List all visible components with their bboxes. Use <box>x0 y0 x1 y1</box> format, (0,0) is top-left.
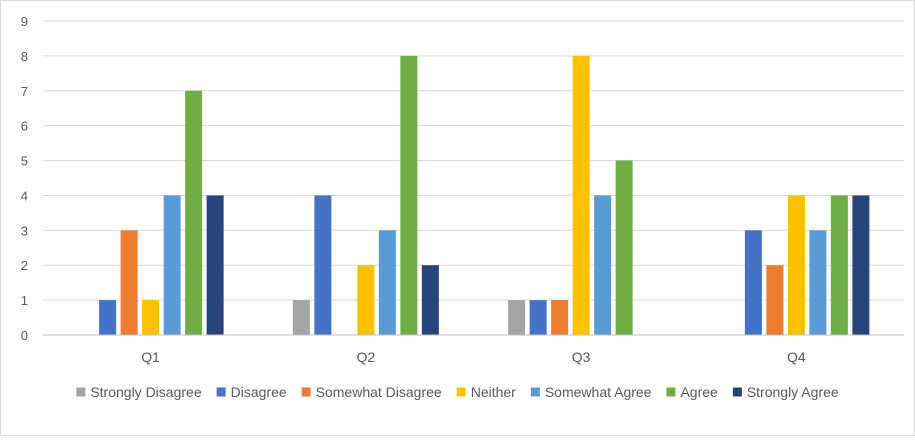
legend-item: Somewhat Agree <box>530 384 652 400</box>
bar-q3-somewhat-agree <box>594 195 612 335</box>
legend-label: Somewhat Disagree <box>316 384 442 400</box>
bar-q2-neither <box>357 265 375 335</box>
bar-q3-neither <box>572 55 590 336</box>
legend-item: Agree <box>666 384 718 400</box>
bar-q4-somewhat-agree <box>809 230 827 335</box>
bars <box>99 55 870 336</box>
y-tick-label: 3 <box>21 223 28 238</box>
legend-item: Strongly Agree <box>732 384 839 400</box>
bar-q3-disagree <box>529 300 547 335</box>
x-tick-label: Q3 <box>572 349 591 365</box>
legend-swatch <box>76 387 86 397</box>
y-tick-label: 5 <box>21 154 28 169</box>
y-tick-label: 4 <box>21 188 28 203</box>
bar-q4-disagree <box>744 230 762 335</box>
y-tick-label: 6 <box>21 119 28 134</box>
y-axis-ticks: 0 1 2 3 4 5 6 7 8 9 <box>21 14 28 343</box>
legend: Strongly Disagree Disagree Somewhat Disagr… <box>76 384 839 400</box>
bar-q1-strongly-agree <box>206 195 224 335</box>
x-axis-ticks: Q1 Q2 Q3 Q4 <box>141 349 806 365</box>
bar-q4-neither <box>787 195 805 335</box>
bar-q4-strongly-agree <box>852 195 870 335</box>
bar-q4-somewhat-disagree <box>766 265 784 335</box>
bar-q4-agree <box>830 195 848 335</box>
legend-label: Strongly Disagree <box>90 384 201 400</box>
y-tick-label: 7 <box>21 84 28 99</box>
legend-item: Somewhat Disagree <box>301 384 442 400</box>
legend-item: Neither <box>456 384 516 400</box>
bar-q1-somewhat-disagree <box>120 230 138 335</box>
bar-q1-agree <box>185 90 203 336</box>
legend-item: Disagree <box>216 384 287 400</box>
x-tick-label: Q1 <box>141 349 160 365</box>
bar-q2-strongly-agree <box>421 265 439 335</box>
y-tick-label: 9 <box>21 14 28 29</box>
bar-q2-agree <box>400 55 418 336</box>
legend-swatch <box>216 387 226 397</box>
legend-swatch <box>732 387 742 397</box>
legend-label: Agree <box>680 384 718 400</box>
y-tick-label: 1 <box>21 293 28 308</box>
legend-swatch <box>666 387 676 397</box>
legend-label: Disagree <box>231 384 287 400</box>
bar-q2-somewhat-agree <box>378 230 396 335</box>
x-tick-label: Q4 <box>787 349 806 365</box>
legend-swatch <box>530 387 540 397</box>
legend-swatch <box>301 387 311 397</box>
legend-item: Strongly Disagree <box>76 384 202 400</box>
bar-q1-neither <box>142 300 160 335</box>
bar-q3-strongly-disagree <box>508 300 526 335</box>
bar-q1-disagree <box>99 300 117 335</box>
bar-q2-strongly-disagree <box>292 300 310 335</box>
legend-swatch <box>456 387 466 397</box>
legend-label: Neither <box>471 384 516 400</box>
bar-q3-agree <box>615 160 633 335</box>
legend-label: Somewhat Agree <box>545 384 652 400</box>
y-tick-label: 0 <box>21 328 28 343</box>
y-tick-label: 8 <box>21 49 28 64</box>
legend-label: Strongly Agree <box>747 384 839 400</box>
bar-q3-somewhat-disagree <box>551 300 569 335</box>
x-tick-label: Q2 <box>357 349 376 365</box>
bar-q2-disagree <box>314 195 332 335</box>
bar-q1-somewhat-agree <box>163 195 181 335</box>
y-tick-label: 2 <box>21 258 28 273</box>
